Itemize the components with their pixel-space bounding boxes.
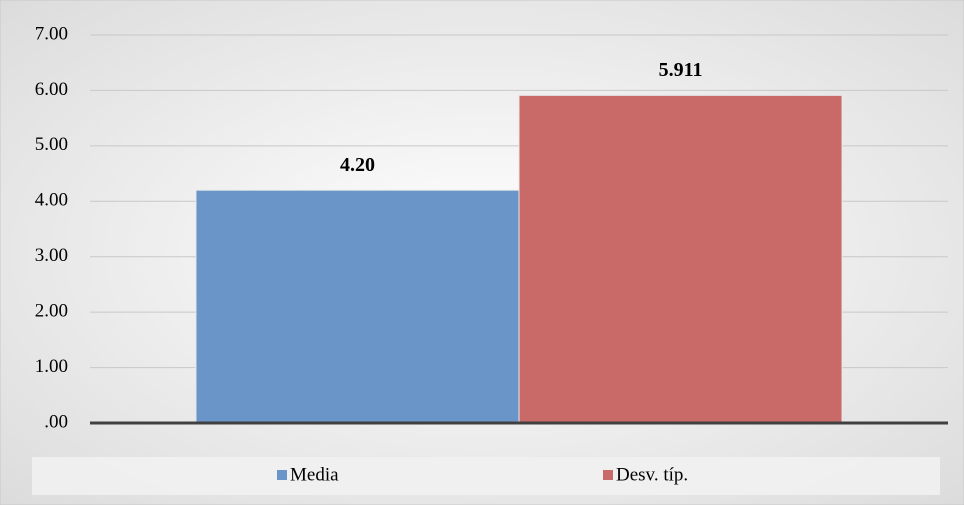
y-tick-label: .00 bbox=[44, 411, 68, 432]
y-tick-label: 1.00 bbox=[35, 356, 68, 377]
value-label: 4.20 bbox=[340, 154, 375, 176]
value-label: 5.911 bbox=[659, 59, 703, 81]
bar bbox=[518, 94, 843, 424]
y-tick-label: 3.00 bbox=[35, 245, 68, 266]
y-tick-label: 7.00 bbox=[35, 23, 68, 44]
y-tick-label: 6.00 bbox=[35, 79, 68, 100]
y-tick-label: 2.00 bbox=[35, 301, 68, 322]
legend-box bbox=[32, 457, 940, 495]
y-tick-label: 5.00 bbox=[35, 134, 68, 155]
legend-swatch bbox=[603, 470, 613, 480]
y-tick-label: 4.00 bbox=[35, 190, 68, 211]
bar bbox=[195, 189, 520, 424]
legend-label: Desv. típ. bbox=[616, 464, 688, 485]
legend-swatch bbox=[277, 470, 287, 480]
legend-label: Media bbox=[290, 464, 339, 485]
